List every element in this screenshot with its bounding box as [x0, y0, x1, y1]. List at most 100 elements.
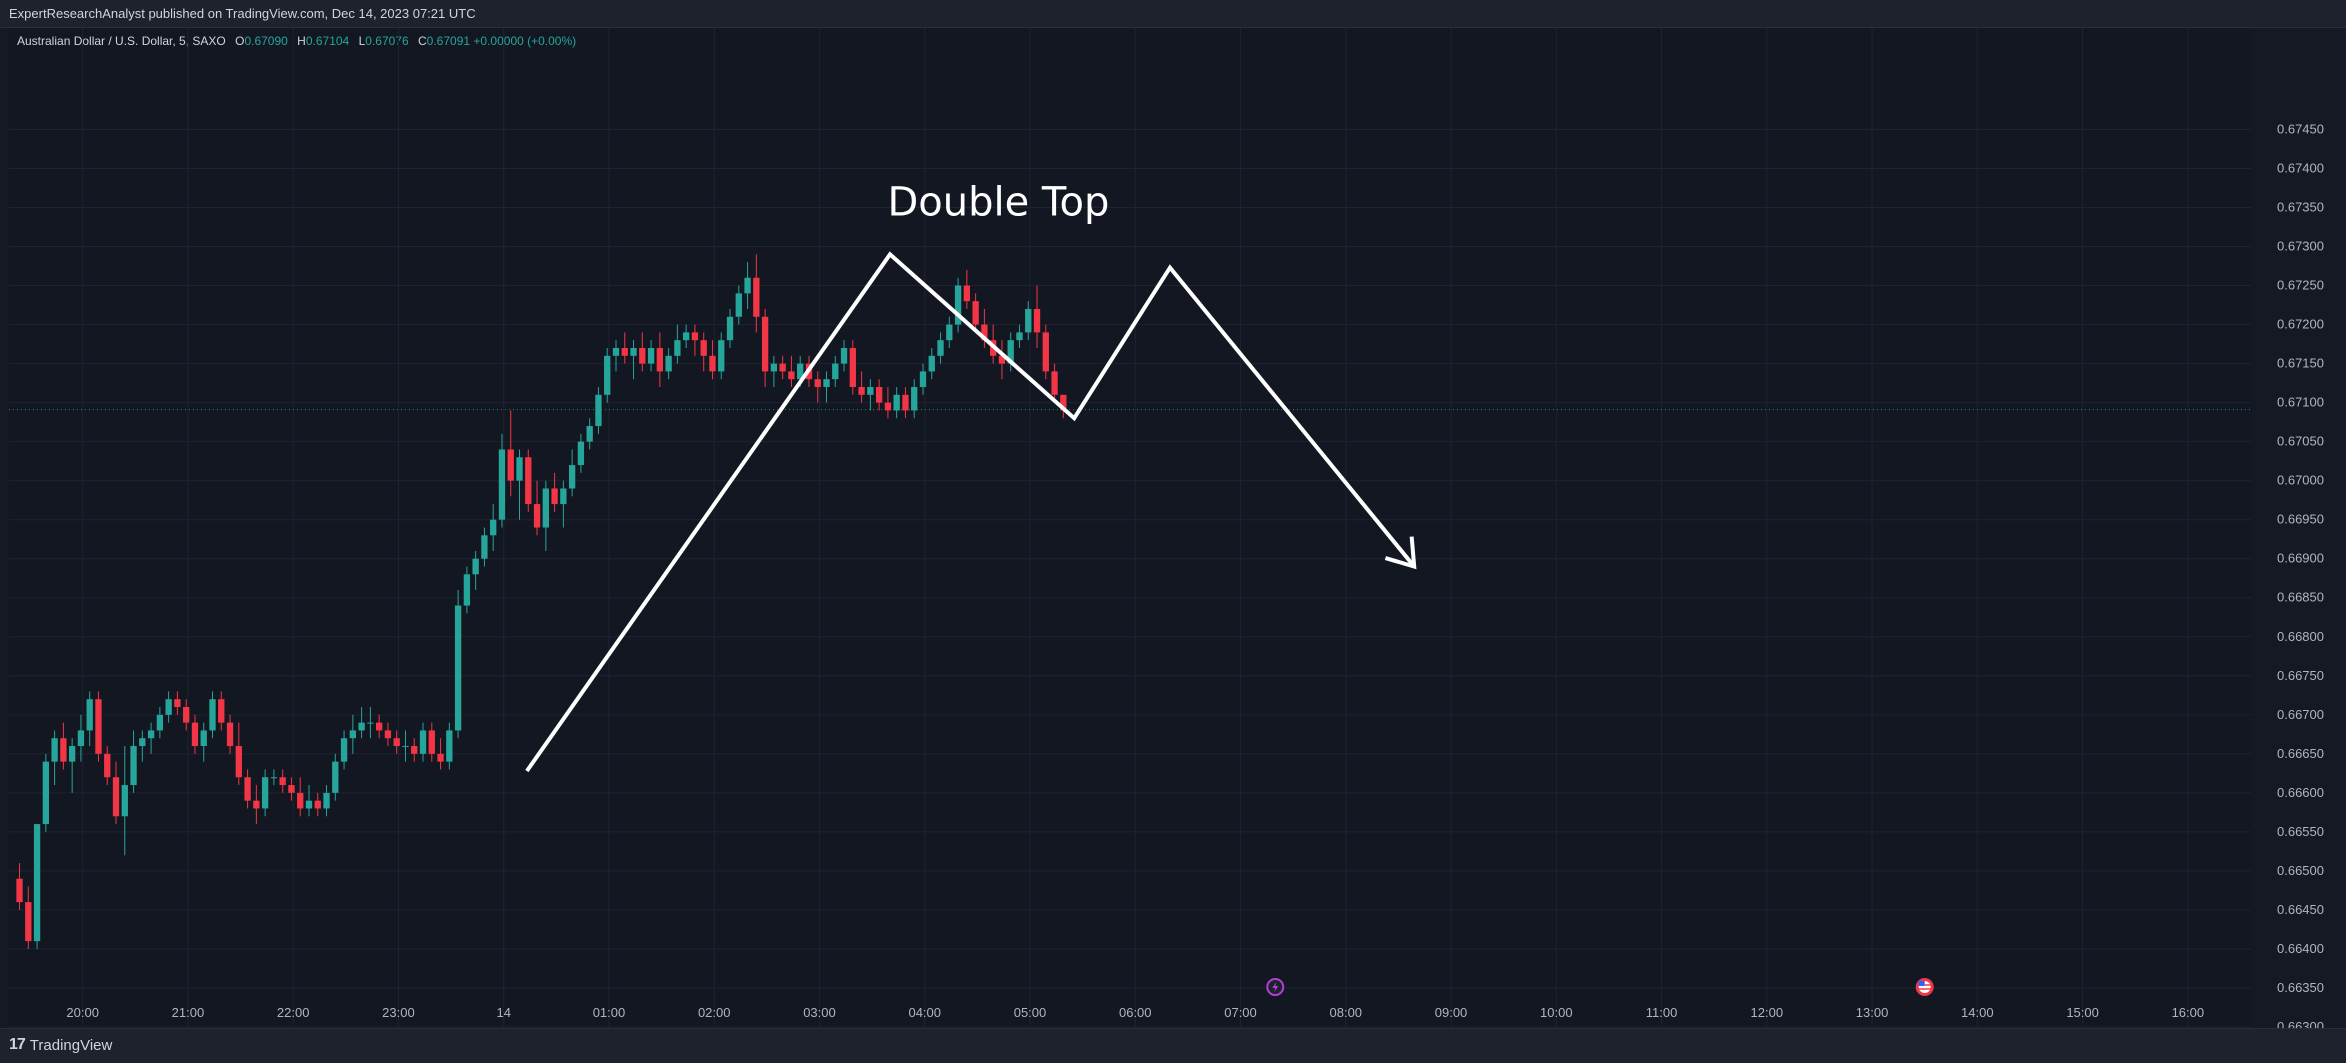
candle — [1033, 285, 1041, 348]
candle — [604, 347, 611, 403]
candle-body — [244, 777, 251, 801]
chart-pane[interactable] — [9, 28, 2251, 1027]
time-tick-label: 22:00 — [277, 1005, 310, 1020]
high-label: H — [297, 34, 306, 48]
candle-body — [68, 746, 76, 762]
candle — [875, 379, 883, 411]
candle — [516, 449, 523, 520]
candle-body — [279, 777, 286, 786]
candle-body — [261, 777, 269, 809]
high-value: 0.67104 — [305, 34, 350, 48]
candle — [490, 504, 497, 551]
candle — [358, 707, 365, 739]
candle — [533, 480, 541, 536]
candle-body — [446, 730, 453, 762]
time-tick-label: 03:00 — [803, 1005, 836, 1020]
candle-body — [490, 519, 497, 536]
publisher-bar: ExpertResearchAnalyst published on Tradi… — [0, 0, 2346, 28]
candle — [639, 332, 646, 372]
candle — [25, 886, 32, 949]
candle-body — [533, 504, 541, 528]
candle-body — [411, 746, 418, 754]
candle — [498, 433, 506, 528]
price-tick-label: 0.67100 — [2277, 395, 2324, 410]
time-tick-label: 23:00 — [382, 1005, 415, 1020]
time-tick-label: 07:00 — [1224, 1005, 1257, 1020]
candle — [60, 722, 67, 770]
time-tick-label: 20:00 — [66, 1005, 99, 1020]
tradingview-logo-icon: 17 — [9, 1036, 26, 1053]
candle-body — [112, 777, 120, 817]
candle — [86, 691, 93, 747]
publisher-text: ExpertResearchAnalyst published on Tradi… — [9, 6, 476, 21]
candle-body — [1051, 371, 1058, 395]
time-tick-label: 05:00 — [1014, 1005, 1047, 1020]
candle-body — [691, 332, 699, 341]
candle-body — [647, 347, 655, 364]
low-value: 0.67076 — [365, 34, 409, 48]
candle-body — [454, 605, 462, 731]
candle-body — [998, 355, 1006, 364]
time-axis: 20:00 21:00 22:00 23:00 14 01:00 02:00 03:00 04:… — [66, 1005, 2204, 1020]
candle — [577, 433, 585, 473]
time-tick-label: 02:00 — [698, 1005, 731, 1020]
candle — [183, 699, 190, 731]
candle — [112, 761, 120, 825]
candle-body — [797, 363, 804, 380]
brand-name: TradingView — [29, 1036, 113, 1054]
candle-body — [630, 347, 637, 356]
price-tick-label: 0.67150 — [2277, 356, 2324, 371]
candle — [709, 340, 716, 380]
candle-body — [288, 785, 295, 793]
candle — [332, 753, 339, 801]
symbol-name: Australian Dollar / U.S. Dollar, 5, SAXO — [17, 34, 226, 48]
candle — [525, 449, 532, 512]
candle-body — [60, 738, 67, 762]
candle-body — [121, 785, 128, 817]
time-tick-label: 01:00 — [593, 1005, 626, 1020]
candle-body — [51, 738, 58, 762]
candle-body — [568, 465, 576, 489]
candle — [586, 418, 593, 450]
candle-body — [209, 699, 216, 731]
candle — [691, 324, 699, 356]
candle — [191, 714, 199, 754]
candle — [253, 785, 260, 825]
candle — [68, 738, 76, 793]
candle-body — [183, 707, 190, 723]
price-tick-label: 0.66800 — [2277, 629, 2324, 644]
time-tick-label: 11:00 — [1646, 1005, 1678, 1020]
candle — [849, 340, 856, 395]
tradingview-brand[interactable]: 17 TradingView — [9, 1036, 112, 1054]
candle-body — [419, 730, 427, 754]
candle — [893, 387, 900, 419]
candle — [384, 722, 392, 747]
candle-body — [875, 387, 883, 403]
time-tick-label: 21:00 — [172, 1005, 205, 1020]
low-label: L — [358, 34, 366, 48]
candle-body — [639, 347, 646, 364]
candle — [770, 355, 778, 388]
candle-body — [753, 277, 760, 317]
candle-body — [1007, 340, 1014, 364]
candle-body — [683, 332, 690, 341]
candle-body — [884, 402, 892, 411]
candles — [16, 254, 1067, 949]
open-value: 0.67090 — [244, 34, 288, 48]
candle-body — [130, 746, 137, 786]
candle-body — [314, 800, 321, 809]
candle — [279, 769, 286, 793]
candle — [963, 269, 971, 309]
candle-body — [849, 347, 856, 388]
time-tick-label: 13:00 — [1856, 1005, 1889, 1020]
candle — [753, 254, 760, 333]
candle — [77, 714, 85, 762]
time-tick-label: 09:00 — [1435, 1005, 1468, 1020]
double-top-pattern — [525, 251, 1417, 773]
candle — [972, 293, 979, 333]
candle — [147, 722, 155, 754]
candle — [832, 355, 839, 388]
candle-body — [726, 316, 734, 341]
candle — [218, 691, 225, 731]
candle — [95, 691, 102, 762]
